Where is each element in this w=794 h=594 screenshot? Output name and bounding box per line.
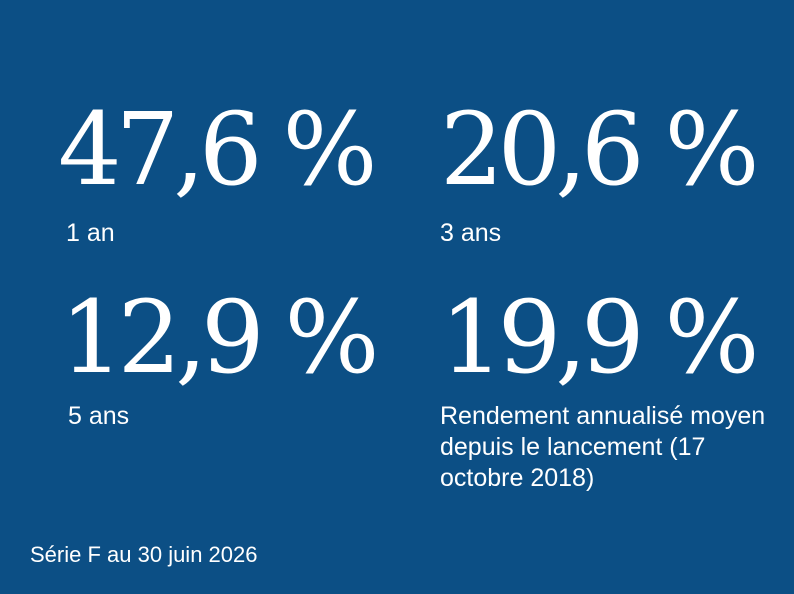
return-period-label: Rendement annualisé moyen depuis le lanc… [440,402,766,492]
return-value: 19,9 % [440,279,759,396]
return-value: 20,6 % [440,91,759,208]
series-date-footnote: Série F au 30 juin 2026 [30,542,258,567]
return-stat-5-years: 12,9 % 5 ans [60,279,379,432]
return-stat-1-year: 47,6 % 1 an [58,91,377,249]
return-value: 47,6 % [58,91,377,208]
return-stat-3-years: 20,6 % 3 ans [440,91,759,249]
return-period-label: 3 ans [440,219,502,247]
return-period-label: 5 ans [68,402,130,430]
return-stat-since-inception: 19,9 % Rendement annualisé moyen depuis … [440,288,780,494]
return-value: 12,9 % [60,279,379,396]
return-period-label: 1 an [66,219,115,247]
